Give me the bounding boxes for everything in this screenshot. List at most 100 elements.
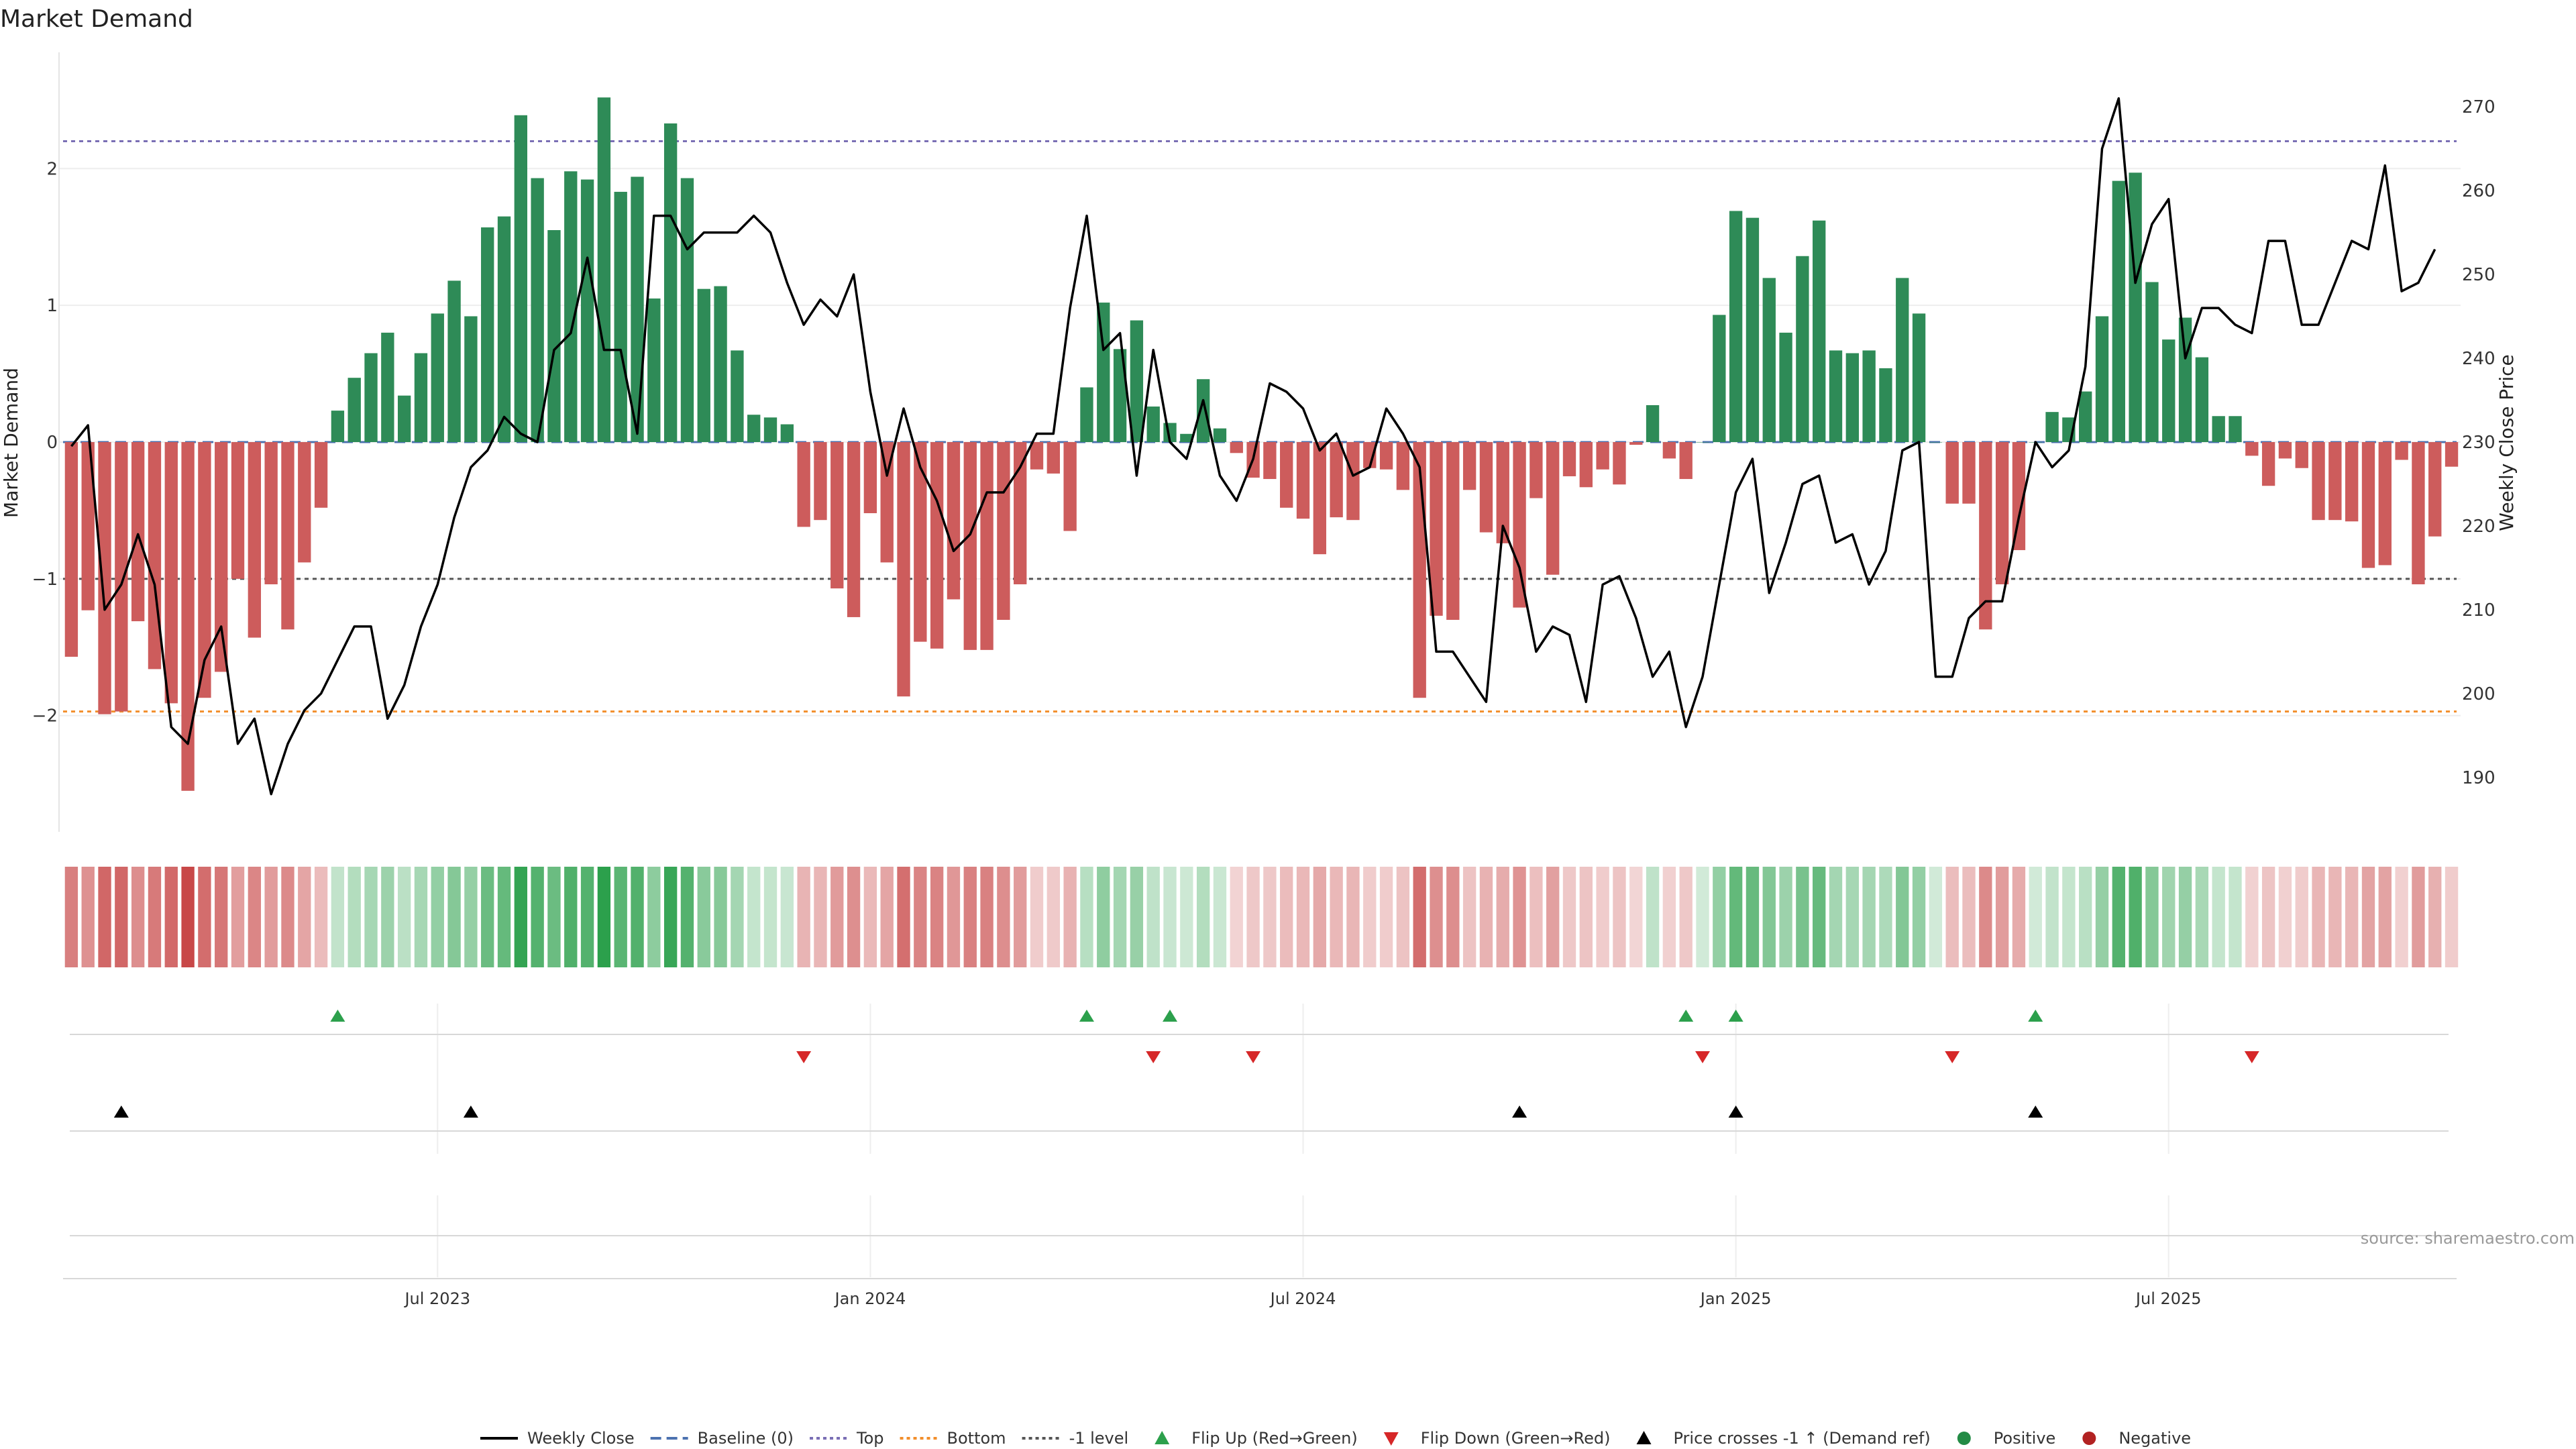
demand-bar (1363, 442, 1377, 468)
source-note: source: sharemaestro.com (2361, 1229, 2575, 1248)
demand-bar (2129, 172, 2142, 442)
price-cross-marker (463, 1106, 478, 1118)
demand-bar (164, 442, 178, 704)
heat-cell (2445, 867, 2459, 967)
demand-bar (1896, 278, 1909, 442)
heat-cell (2295, 867, 2308, 967)
demand-bar (98, 442, 111, 714)
y-axis-right-label: Weekly Close Price (2496, 354, 2518, 531)
heat-cell (1313, 867, 1327, 967)
heat-cell (2095, 867, 2109, 967)
demand-bar (1662, 442, 1676, 459)
heat-cell (2328, 867, 2342, 967)
heat-cell (1263, 867, 1277, 967)
demand-bar (431, 313, 444, 442)
heat-cell (1030, 867, 1044, 967)
demand-bar (2295, 442, 2308, 468)
heat-cell (647, 867, 661, 967)
heat-cell (2361, 867, 2375, 967)
heat-cell (115, 867, 128, 967)
heat-cell (2178, 867, 2192, 967)
heat-cell (1662, 867, 1676, 967)
heat-cell (1513, 867, 1526, 967)
heat-cell (298, 867, 311, 967)
heat-cell (1829, 867, 1843, 967)
event-panels (63, 1004, 2457, 1279)
heat-cell (930, 867, 944, 967)
demand-bar (1596, 442, 1609, 470)
heat-cell (497, 867, 511, 967)
heat-cell (2012, 867, 2026, 967)
x-tick-label: Jul 2023 (403, 1289, 470, 1308)
heat-cell (714, 867, 727, 967)
price-cross-marker (113, 1106, 129, 1118)
demand-bar (1879, 368, 1892, 442)
heat-cell (1713, 867, 1726, 967)
demand-bar (298, 442, 311, 563)
demand-bar (1613, 442, 1626, 485)
demand-bar (780, 424, 794, 442)
demand-bar (1413, 442, 1426, 698)
demand-bar (2412, 442, 2425, 585)
y-left-tick-label: 2 (46, 159, 58, 179)
heat-cell (963, 867, 977, 967)
heat-cell (98, 867, 111, 967)
demand-bar (1479, 442, 1493, 533)
legend-positive-symbol (1957, 1432, 1971, 1445)
y-axis-left-label: Market Demand (0, 368, 22, 518)
x-tick-label: Jan 2025 (1699, 1289, 1772, 1308)
demand-bar (414, 353, 428, 442)
demand-bar (1862, 350, 1876, 442)
heat-cell (1413, 867, 1426, 967)
demand-bar (347, 378, 361, 442)
demand-bar (997, 442, 1010, 621)
heat-cell (1246, 867, 1260, 967)
x-tick-label: Jul 2025 (2135, 1289, 2202, 1308)
price-line (70, 97, 2436, 796)
demand-bar (331, 411, 345, 442)
legend-bottom-label: Bottom (947, 1429, 1006, 1448)
demand-bar (2378, 442, 2392, 566)
heat-cell (1196, 867, 1210, 967)
demand-bar (1196, 379, 1210, 442)
demand-bar (847, 442, 861, 617)
demand-bar (1513, 442, 1526, 608)
flip-down-marker (1695, 1051, 1711, 1063)
heat-cell (81, 867, 95, 967)
heat-cell (1696, 867, 1709, 967)
demand-bar (1729, 211, 1743, 442)
price-cross-marker (1512, 1106, 1527, 1118)
demand-bar (2278, 442, 2292, 459)
demand-bar (963, 442, 977, 650)
demand-bar (2395, 442, 2408, 460)
demand-bar (1529, 442, 1543, 498)
y-left-tick-label: −1 (32, 570, 58, 590)
demand-bar (1014, 442, 1027, 585)
demand-bar (2445, 442, 2459, 467)
heat-cell (580, 867, 594, 967)
demand-bar (2361, 442, 2375, 568)
demand-bar (1629, 442, 1643, 445)
demand-bar (1346, 442, 1360, 521)
demand-bar (1296, 442, 1310, 519)
demand-bar (2162, 339, 2176, 442)
heat-cell (1163, 867, 1177, 967)
demand-bar (1546, 442, 1560, 575)
demand-bar (1046, 442, 1061, 474)
demand-bar (198, 442, 211, 698)
heat-cell (1346, 867, 1360, 967)
heat-cell (1180, 867, 1193, 967)
heat-cell (2112, 867, 2125, 967)
demand-bar (281, 442, 294, 630)
y-right-tick-label: 220 (2462, 517, 2496, 537)
y-axis-left: 2 1 0 −1 −2 (32, 159, 58, 726)
legend-weekly_close-label: Weekly Close (527, 1429, 635, 1448)
heat-cell (1613, 867, 1626, 967)
heat-cell (347, 867, 361, 967)
heat-cell (231, 867, 245, 967)
legend-cross-symbol (1636, 1431, 1652, 1444)
legend-negative-label: Negative (2118, 1429, 2191, 1448)
y-axis-right: 190 200 210 220 230 240 250 260 270 (2462, 97, 2496, 788)
demand-bar (1280, 442, 1293, 508)
demand-bar (1313, 442, 1327, 555)
